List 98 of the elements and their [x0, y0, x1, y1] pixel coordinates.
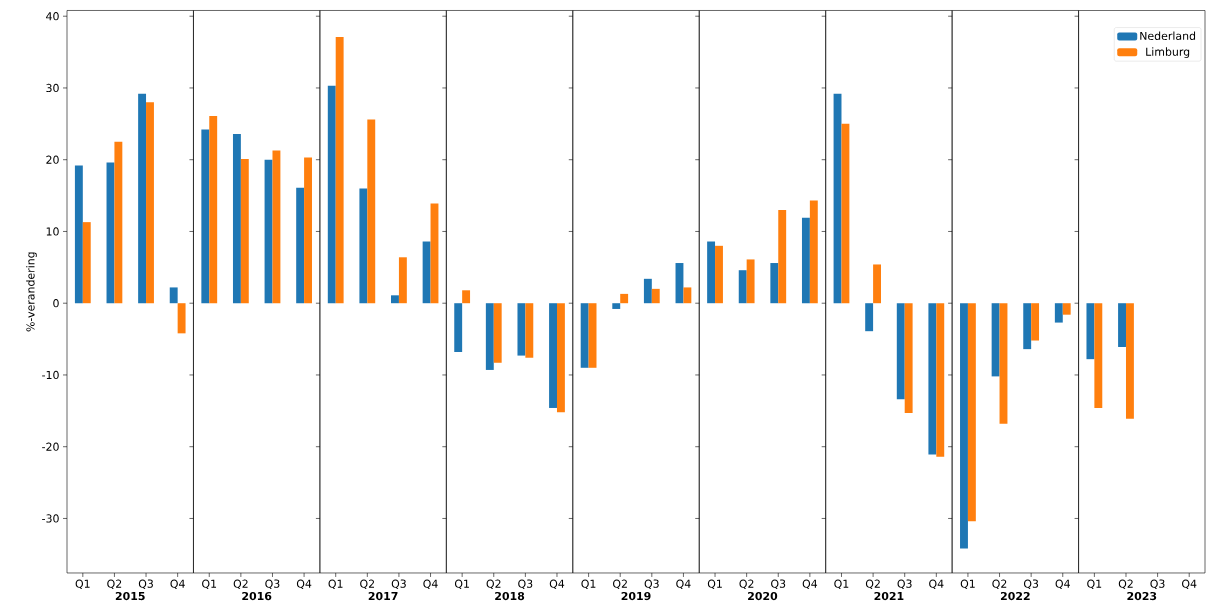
x-tick-label: Q2 — [360, 579, 375, 590]
y-tick-label: 20 — [46, 155, 59, 164]
bar — [398, 257, 407, 304]
bar — [865, 303, 874, 332]
bar — [138, 93, 147, 304]
x-tick-label: Q3 — [265, 579, 280, 590]
x-tick-label: Q2 — [233, 579, 248, 590]
bar — [232, 133, 241, 304]
x-tick-label: Q1 — [75, 579, 90, 590]
bar — [296, 187, 305, 304]
bar — [936, 303, 945, 457]
x-tick-label: Q3 — [1023, 579, 1039, 590]
x-axis-title: 2019 — [621, 591, 651, 601]
bar — [209, 115, 218, 304]
y-tick-label: 0 — [53, 299, 59, 308]
x-axis-title: 2021 — [874, 591, 904, 601]
x-tick-label: Q4 — [676, 579, 691, 590]
bar — [873, 264, 881, 304]
x-tick-label: Q1 — [202, 579, 217, 590]
bar — [580, 303, 589, 368]
legend-label: Limburg — [1146, 47, 1190, 58]
bar — [359, 188, 368, 304]
x-tick-label: Q3 — [138, 579, 153, 590]
x-tick-label: Q2 — [992, 579, 1007, 590]
bar — [904, 303, 913, 413]
x-tick-label: Q4 — [170, 579, 185, 590]
x-tick-label: Q2 — [739, 579, 754, 590]
x-tick-label: Q1 — [834, 579, 849, 590]
bar — [620, 293, 629, 304]
bar — [612, 303, 621, 309]
bar — [272, 150, 281, 304]
bar — [367, 119, 376, 304]
x-tick-label: Q1 — [581, 579, 596, 590]
x-tick-label: Q4 — [423, 579, 438, 590]
x-axis-title: 2022 — [1000, 591, 1030, 601]
x-axis-title: 2017 — [368, 591, 398, 601]
bar — [304, 157, 312, 304]
x-tick-label: Q4 — [1182, 579, 1197, 590]
bar — [651, 288, 660, 304]
bar — [74, 165, 83, 304]
y-tick-label: 40 — [46, 12, 59, 21]
x-axis-title: 2015 — [115, 591, 145, 601]
y-tick-label: 10 — [46, 227, 59, 236]
x-tick-label: Q3 — [644, 579, 659, 590]
x-tick-label: Q4 — [1055, 579, 1070, 590]
bar — [746, 259, 755, 304]
x-tick-label: Q4 — [802, 579, 818, 590]
bar — [82, 222, 91, 304]
x-tick-label: Q4 — [296, 579, 312, 590]
x-axis-title: 2018 — [495, 591, 525, 601]
bar — [240, 159, 249, 304]
x-tick-label: Q3 — [391, 579, 406, 590]
x-axis-title: 2016 — [242, 591, 272, 601]
x-tick-label: Q4 — [549, 579, 565, 590]
x-tick-label: Q3 — [518, 579, 533, 590]
bar — [707, 241, 716, 304]
legend-label: Nederland — [1140, 31, 1196, 41]
x-tick-label: Q2 — [486, 579, 501, 590]
bar — [896, 303, 905, 400]
y-tick-label: 30 — [46, 83, 59, 93]
bar — [422, 241, 431, 304]
bar — [114, 141, 123, 304]
x-tick-label: Q2 — [107, 579, 122, 590]
bar — [643, 278, 652, 304]
x-tick-label: Q1 — [707, 579, 722, 590]
x-axis-title: 2023 — [1127, 591, 1157, 601]
y-tick-label: -30 — [42, 514, 59, 523]
bar — [201, 129, 210, 304]
x-axis-title: 2020 — [748, 591, 778, 601]
bar — [146, 102, 154, 304]
x-tick-label: Q3 — [1150, 579, 1165, 590]
x-tick-label: Q2 — [613, 579, 627, 590]
bar — [841, 123, 850, 304]
bar — [715, 245, 723, 304]
x-tick-label: Q3 — [897, 579, 912, 590]
x-tick-label: Q2 — [1118, 579, 1133, 590]
bar — [778, 209, 787, 304]
x-tick-label: Q4 — [929, 579, 944, 590]
bar — [391, 295, 399, 304]
x-tick-label: Q3 — [771, 579, 786, 590]
bar — [177, 303, 186, 334]
bar — [809, 200, 818, 304]
bar — [327, 85, 336, 304]
y-tick-label: -10 — [42, 370, 59, 380]
bar — [770, 263, 779, 304]
y-axis-title: %-verandering — [26, 252, 37, 332]
bar — [928, 303, 937, 455]
bar — [738, 270, 747, 304]
x-tick-label: Q1 — [328, 579, 343, 590]
bar — [169, 287, 178, 304]
bar — [335, 37, 344, 304]
x-tick-label: Q1 — [1087, 579, 1102, 590]
bar — [683, 287, 692, 304]
x-tick-label: Q1 — [454, 579, 469, 590]
x-tick-label: Q1 — [960, 579, 975, 590]
y-tick-label: -20 — [42, 442, 59, 451]
x-tick-label: Q2 — [865, 579, 880, 590]
bar — [801, 217, 810, 304]
